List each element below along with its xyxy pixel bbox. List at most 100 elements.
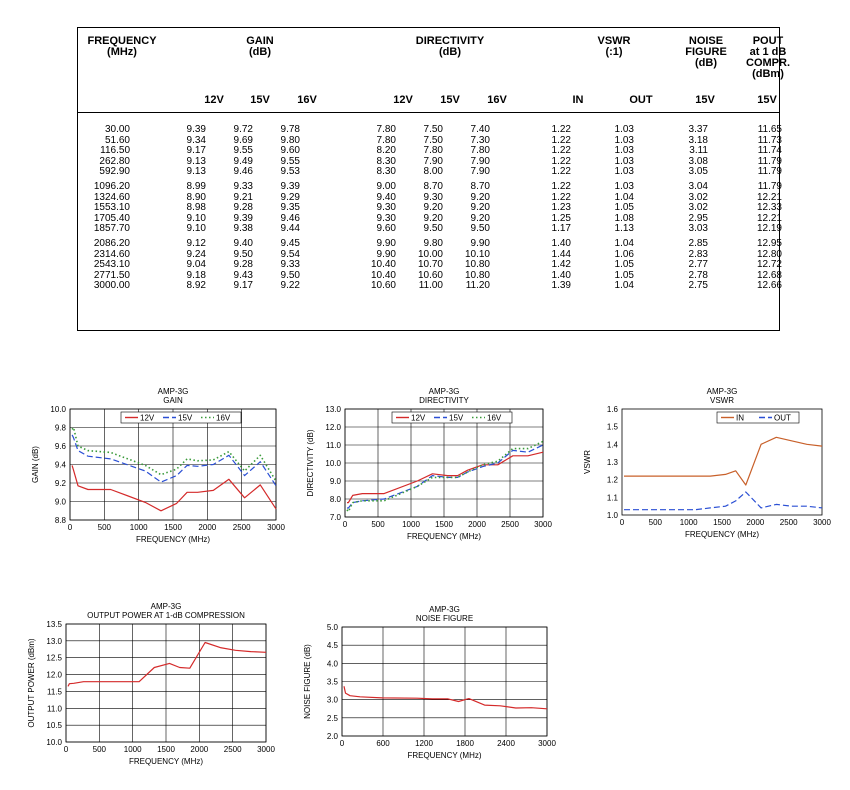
cell-gain-15v: 9.33 [233, 181, 253, 192]
header-divider [78, 112, 779, 113]
x-axis-label: FREQUENCY (MHz) [136, 535, 210, 544]
cell-noise-figure: 3.05 [688, 166, 708, 178]
cell-directivity-16v: 9.90 [470, 238, 490, 249]
cell-vswr-in: 1.44 [551, 248, 571, 260]
cell-directivity-15v: 9.20 [423, 212, 443, 224]
x-tick-label: 1500 [435, 520, 453, 529]
cell-directivity-15v: 8.00 [423, 166, 443, 178]
x-tick-label: 3000 [267, 523, 285, 532]
series-line-12v [347, 451, 544, 504]
cell-gain-12v: 9.18 [186, 269, 206, 281]
x-tick-label: 0 [340, 739, 345, 748]
y-tick-label: 12.0 [46, 671, 62, 680]
cell-vswr-out: 1.05 [614, 269, 634, 281]
cell-gain-12v: 9.13 [186, 155, 206, 167]
header-gain: GAIN (dB) [246, 35, 274, 58]
cell-gain-12v: 9.24 [186, 248, 206, 260]
y-tick-label: 2.0 [327, 732, 339, 741]
cell-directivity-12v: 7.80 [376, 124, 396, 135]
subheader-vswr-out: OUT [629, 94, 653, 106]
x-tick-label: 1000 [680, 518, 698, 527]
plot-frame [621, 408, 823, 516]
y-tick-label: 11.0 [326, 441, 342, 450]
x-tick-label: 3000 [257, 745, 275, 754]
cell-gain-15v: 9.21 [233, 191, 253, 203]
x-tick-label: 500 [98, 523, 112, 532]
x-tick-label: 2000 [198, 523, 216, 532]
y-axis-label: GAIN (dB) [31, 446, 40, 483]
cell-gain-15v: 9.72 [233, 124, 253, 135]
x-tick-label: 1500 [157, 745, 175, 754]
x-tick-label: 0 [620, 518, 625, 527]
plot-frame [65, 623, 267, 743]
y-tick-label: 10.0 [50, 405, 66, 414]
y-tick-label: 7.0 [330, 513, 342, 522]
chart-title: AMP-3G [429, 387, 460, 396]
cell-gain-16v: 9.29 [280, 191, 300, 203]
y-tick-label: 3.0 [327, 696, 339, 705]
cell-directivity-16v: 10.10 [464, 248, 490, 260]
cell-vswr-in: 1.22 [551, 134, 571, 146]
cell-frequency: 592.90 [99, 166, 130, 178]
y-axis-label: DIRECTIVITY (dB) [306, 429, 315, 496]
cell-vswr-in: 1.40 [551, 269, 571, 281]
cell-vswr-out: 1.05 [614, 202, 634, 214]
x-tick-label: 2400 [497, 739, 515, 748]
cell-directivity-16v: 7.30 [470, 134, 490, 146]
x-tick-label: 500 [371, 520, 385, 529]
cell-directivity-15v: 9.20 [423, 202, 443, 214]
chart-title: AMP-3G [151, 602, 182, 611]
y-tick-label: 1.1 [607, 493, 619, 502]
y-tick-label: 4.0 [327, 659, 339, 668]
subheader-gain-15v: 15V [250, 94, 270, 106]
cell-directivity-12v: 9.60 [376, 223, 396, 235]
cell-gain-16v: 9.53 [280, 166, 300, 178]
cell-gain-15v: 9.49 [233, 155, 253, 167]
legend-label: 15V [178, 414, 193, 423]
cell-vswr-in: 1.22 [551, 191, 571, 203]
series-line-in [624, 436, 823, 486]
cell-vswr-in: 1.22 [551, 166, 571, 178]
x-tick-label: 3000 [813, 518, 831, 527]
x-axis-label: FREQUENCY (MHz) [407, 751, 481, 760]
cell-noise-figure: 2.75 [688, 280, 708, 292]
cell-directivity-15v: 7.50 [423, 124, 443, 135]
cell-vswr-out: 1.03 [614, 181, 634, 192]
x-tick-label: 600 [376, 739, 390, 748]
subheader-gain-12v: 12V [204, 94, 224, 106]
vswr-chart: AMP-3G VSWR 0 500 1000 1500 2000 2500 3000 1.0 1.1… [572, 380, 842, 555]
header-pout: POUT at 1 dB COMPR. (dBm) [746, 35, 790, 80]
subheader-directivity-12v: 12V [393, 94, 413, 106]
cell-directivity-15v: 10.70 [417, 259, 443, 271]
legend-label: 12V [411, 414, 426, 423]
chart-title: AMP-3G [429, 605, 460, 614]
cell-gain-15v: 9.50 [233, 248, 253, 260]
cell-gain-16v: 9.80 [280, 134, 300, 146]
x-tick-label: 2000 [746, 518, 764, 527]
y-tick-label: 9.2 [55, 479, 67, 488]
cell-pout: 11.73 [757, 134, 782, 146]
legend-label: 16V [216, 414, 231, 423]
cell-gain-15v: 9.40 [233, 238, 253, 249]
cell-noise-figure: 2.77 [688, 259, 708, 271]
y-tick-label: 13.0 [325, 405, 341, 414]
legend-label: 12V [140, 414, 155, 423]
cell-gain-12v: 9.12 [186, 238, 206, 249]
cell-gain-12v: 8.98 [186, 202, 206, 214]
x-tick-label: 2500 [780, 518, 798, 527]
cell-pout: 11.79 [757, 155, 782, 167]
y-tick-label: 4.5 [327, 641, 339, 650]
cell-directivity-16v: 8.70 [470, 181, 490, 192]
y-tick-label: 12.0 [325, 423, 341, 432]
cell-gain-12v: 8.92 [186, 280, 206, 292]
y-tick-label: 11.5 [47, 687, 63, 696]
legend-label: OUT [774, 414, 791, 423]
header-noise-figure: NOISE FIGURE (dB) [685, 35, 727, 69]
cell-pout: 12.66 [756, 280, 782, 292]
chart-title: AMP-3G [158, 387, 189, 396]
cell-noise-figure: 3.08 [688, 155, 708, 167]
cell-noise-figure: 3.02 [688, 202, 708, 214]
cell-frequency: 1096.20 [93, 181, 130, 192]
